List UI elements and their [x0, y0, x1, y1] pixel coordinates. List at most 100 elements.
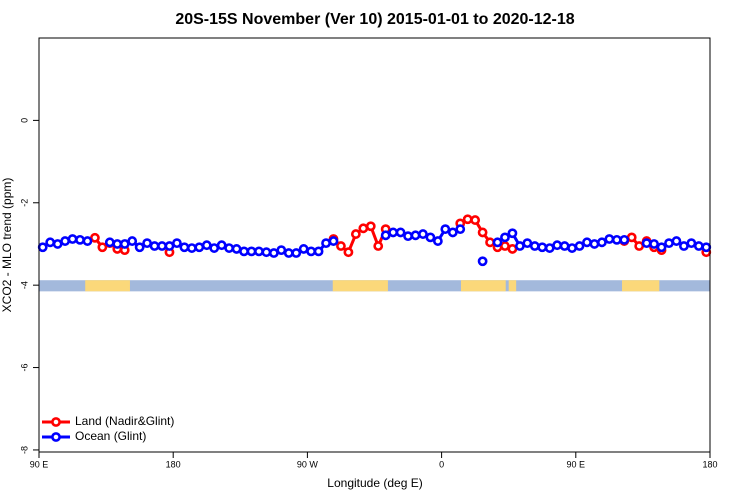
data-point	[261, 247, 272, 258]
data-point	[60, 236, 70, 246]
data-point	[149, 241, 160, 251]
y-tick-label: -4	[19, 281, 29, 289]
land-strip	[508, 280, 517, 292]
data-point	[485, 237, 495, 248]
data-point	[37, 242, 48, 253]
data-point	[462, 214, 473, 225]
data-point	[313, 246, 324, 257]
data-point	[75, 234, 85, 245]
data-point	[97, 242, 108, 253]
data-point	[388, 227, 399, 238]
data-point	[425, 232, 436, 243]
data-point	[82, 236, 93, 246]
data-point	[500, 232, 510, 243]
data-point	[470, 215, 481, 225]
data-point	[693, 241, 704, 251]
land-strip	[332, 280, 388, 292]
data-point	[291, 248, 302, 258]
x-tick-label: 90 W	[297, 459, 319, 469]
data-point	[67, 234, 78, 244]
data-point	[358, 223, 369, 234]
data-point	[224, 243, 235, 253]
data-point	[455, 224, 466, 235]
data-point	[142, 238, 153, 249]
data-point	[380, 230, 391, 241]
data-point	[634, 241, 645, 251]
data-point	[365, 221, 376, 232]
data-point	[529, 241, 540, 251]
data-point	[686, 238, 697, 249]
data-point	[239, 246, 249, 257]
data-point	[201, 240, 212, 251]
y-axis-label: XCO2 - MLO trend (ppm)	[0, 178, 14, 313]
data-point	[403, 231, 413, 242]
data-point	[567, 243, 577, 253]
x-tick-label: 90 E	[30, 459, 49, 469]
y-tick-label: -6	[19, 364, 29, 372]
y-tick-label: 0	[19, 118, 29, 123]
land-strip	[85, 280, 130, 292]
data-point	[395, 227, 406, 238]
data-point	[321, 238, 331, 249]
data-point	[254, 246, 264, 257]
data-point	[582, 237, 592, 248]
y-tick-label: -2	[19, 199, 29, 207]
data-point	[604, 234, 615, 244]
legend-marker	[51, 417, 61, 427]
data-point	[350, 229, 361, 239]
data-point	[626, 232, 637, 243]
data-point	[611, 234, 622, 245]
data-point	[492, 237, 503, 248]
data-point	[90, 232, 100, 243]
land-strip	[460, 280, 506, 292]
data-point	[589, 239, 600, 249]
data-point	[172, 238, 182, 249]
data-point	[216, 240, 227, 251]
data-point	[679, 241, 689, 251]
data-point	[619, 234, 630, 245]
legend-marker	[51, 432, 61, 442]
data-point	[373, 241, 384, 251]
data-point	[209, 243, 220, 253]
data-point	[552, 240, 563, 251]
data-point	[231, 244, 242, 254]
chart-title: 20S-15S November (Ver 10) 2015-01-01 to …	[175, 11, 574, 28]
data-point	[164, 241, 175, 251]
data-point	[596, 237, 607, 248]
surface-strip	[39, 280, 710, 292]
legend-label: Land (Nadir&Glint)	[75, 414, 174, 428]
data-point	[574, 241, 585, 251]
data-point	[522, 238, 533, 249]
data-point	[306, 246, 317, 257]
x-tick-label: 0	[439, 459, 444, 469]
data-point	[507, 228, 518, 239]
data-point	[179, 242, 190, 253]
data-point	[410, 230, 421, 241]
data-point	[157, 241, 167, 251]
data-point	[649, 239, 659, 249]
x-tick-label: 180	[702, 459, 717, 469]
data-point	[477, 227, 488, 238]
data-point	[298, 244, 309, 254]
plot-frame	[38, 37, 711, 453]
data-point	[194, 242, 205, 253]
data-point	[664, 238, 674, 249]
legend-label: Ocean (Glint)	[75, 429, 146, 443]
data-point	[500, 241, 510, 251]
data-point	[186, 243, 197, 253]
y-tick-label: -8	[19, 446, 29, 454]
data-point	[246, 246, 257, 257]
data-point	[268, 248, 279, 258]
data-point	[432, 236, 443, 246]
data-point	[701, 242, 712, 253]
data-point	[343, 247, 354, 258]
x-tick-label: 90 E	[567, 459, 586, 469]
data-point	[537, 242, 548, 253]
data-point	[641, 238, 652, 249]
data-point	[418, 229, 428, 239]
data-point	[559, 241, 570, 251]
data-point	[283, 248, 294, 258]
data-point	[127, 236, 138, 246]
data-point	[336, 241, 346, 251]
